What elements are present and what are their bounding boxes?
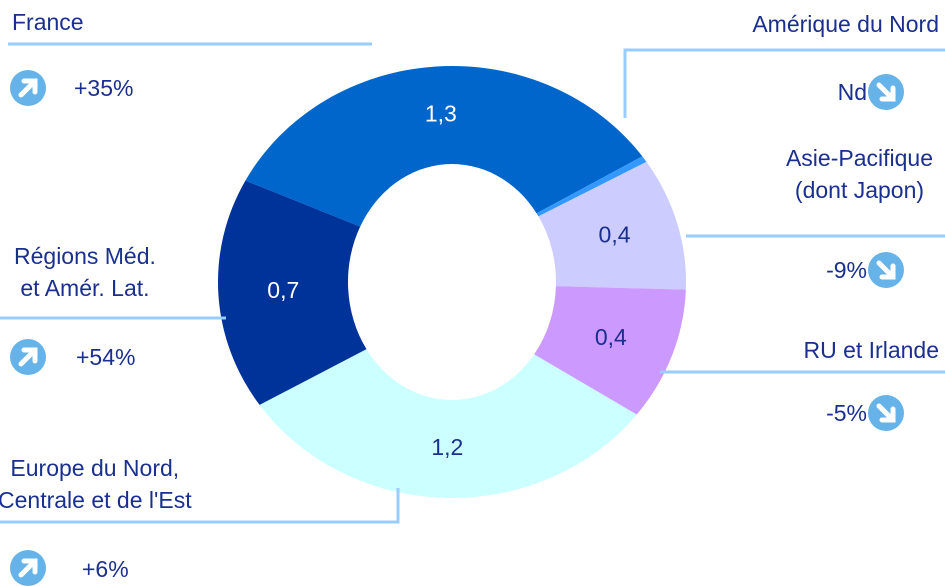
donut-segment bbox=[538, 161, 686, 290]
category-label: Asie-Pacifique (dont Japon) bbox=[785, 145, 933, 203]
value-label: 0,4 bbox=[595, 324, 627, 350]
change-label: -5% bbox=[826, 400, 867, 426]
callout-line bbox=[0, 488, 400, 524]
category-label: RU et Irlande bbox=[803, 337, 939, 363]
change-label: +6% bbox=[82, 556, 129, 582]
value-label: 0,7 bbox=[267, 277, 299, 303]
change-label: -9% bbox=[826, 257, 867, 283]
category-label: France bbox=[12, 9, 84, 35]
trend-arrow bbox=[18, 347, 38, 367]
callout-line bbox=[623, 48, 945, 118]
value-label: 1,3 bbox=[425, 100, 457, 126]
donut-segment bbox=[536, 156, 647, 217]
trend-arrow bbox=[876, 260, 896, 280]
donut-segment bbox=[245, 65, 643, 227]
donut-segment bbox=[534, 286, 686, 415]
donut-segment bbox=[259, 349, 637, 499]
change-label: Nd bbox=[837, 79, 867, 105]
value-label: 1,2 bbox=[431, 434, 463, 460]
category-label: Amérique du Nord bbox=[752, 11, 939, 37]
donut-segment bbox=[218, 180, 367, 405]
category-label: Europe du Nord, Centrale et de l'Est bbox=[0, 455, 192, 513]
category-label: Régions Méd. et Amér. Lat. bbox=[14, 243, 156, 301]
change-label: +35% bbox=[74, 75, 134, 101]
trend-arrow bbox=[18, 558, 38, 578]
trend-arrow bbox=[18, 78, 38, 98]
trend-arrow bbox=[876, 403, 896, 423]
change-label: +54% bbox=[76, 344, 136, 370]
trend-arrow bbox=[876, 82, 896, 102]
value-label: 0,4 bbox=[599, 221, 631, 247]
